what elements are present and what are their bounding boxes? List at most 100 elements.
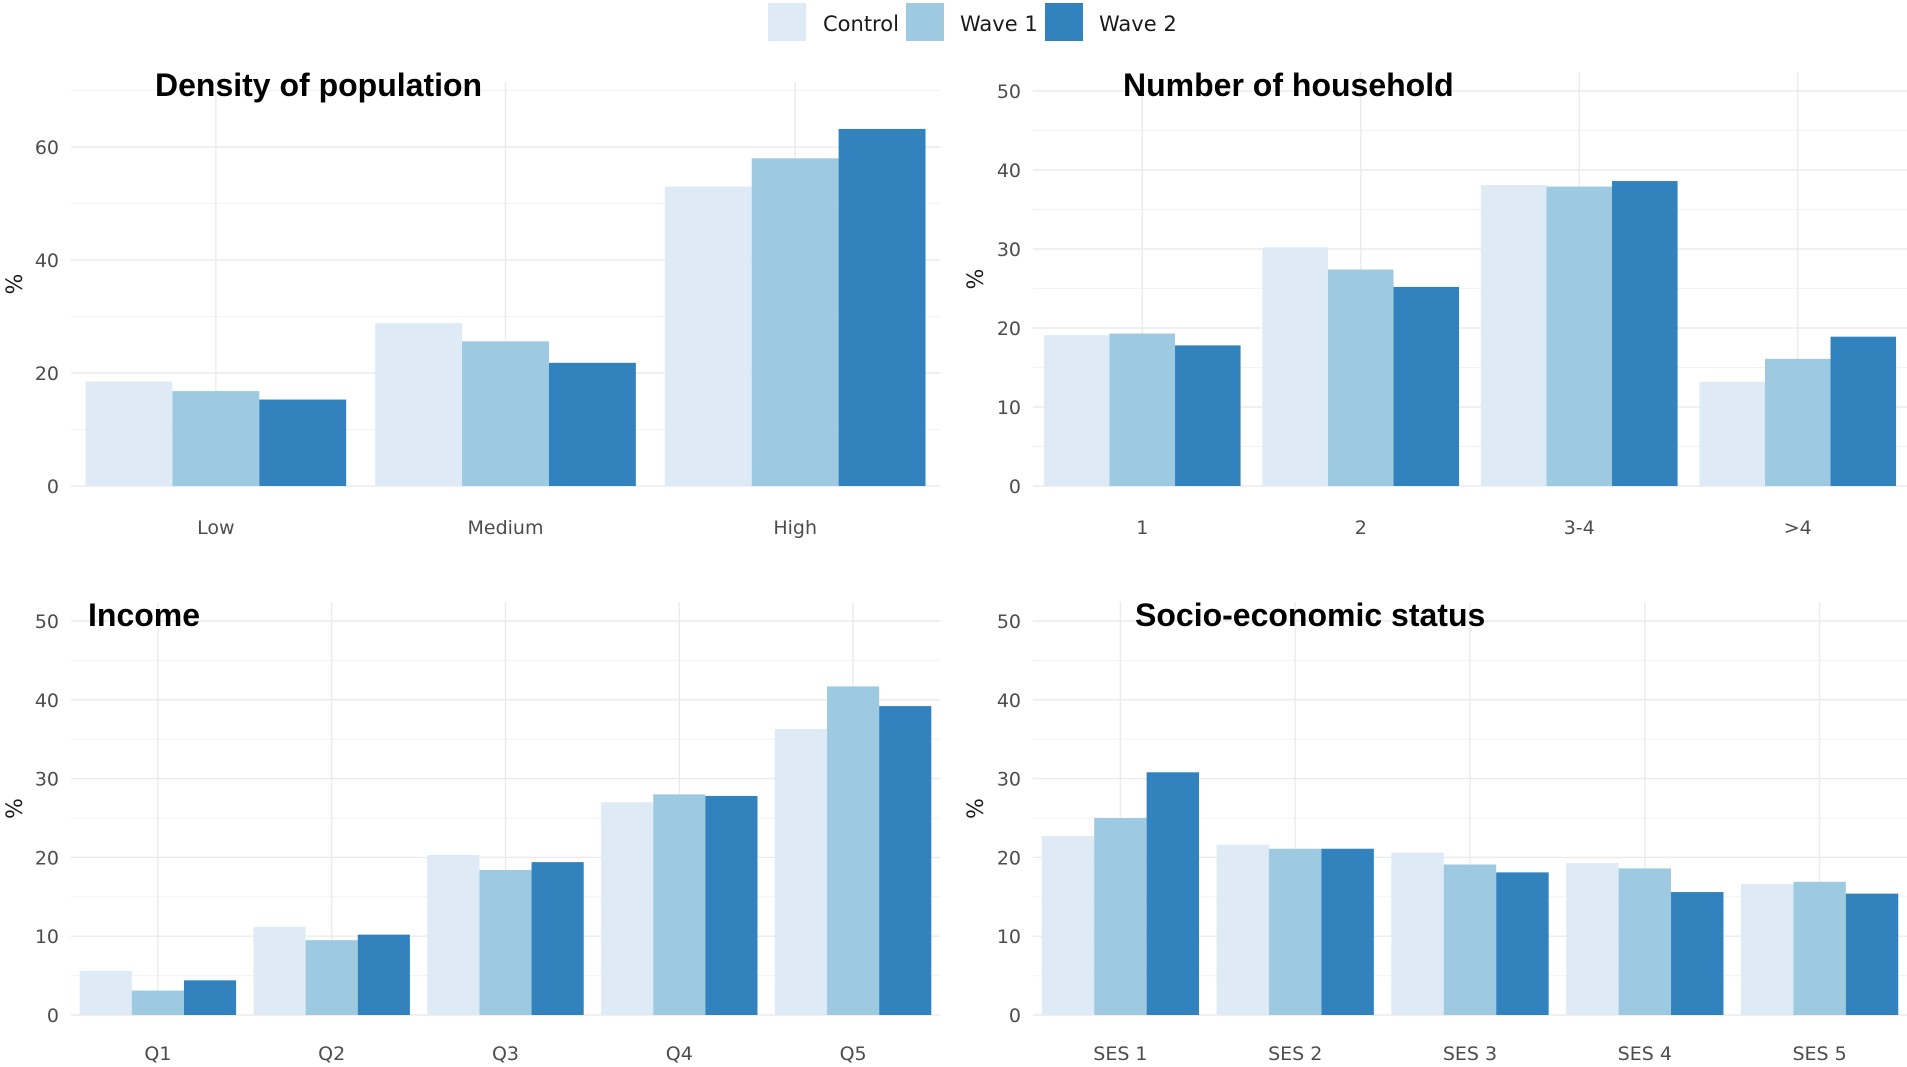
bar-q5-wave-1 — [827, 686, 880, 1015]
density-of-population-chart: 0 20 40 60 Low Medium High% Density of populati… — [0, 52, 953, 558]
bar-2-wave-2 — [1393, 286, 1460, 486]
y-axis-label: % — [964, 798, 989, 819]
bar-q4-control — [601, 802, 654, 1015]
bar-medium-wave-2 — [548, 362, 636, 486]
bar-ses-4-wave-2 — [1671, 892, 1724, 1015]
bar-low-control — [85, 381, 173, 486]
x-tick-label: Q2 — [318, 1043, 345, 1065]
bar-3-4-wave-2 — [1612, 181, 1678, 486]
bar-q5-wave-2 — [879, 706, 932, 1015]
bar-q2-control — [253, 926, 306, 1015]
bar-high-wave-2 — [838, 128, 926, 487]
bar-1-control — [1043, 335, 1110, 486]
bar-ses-3-control — [1391, 852, 1444, 1015]
y-tick-label: 0 — [47, 1005, 59, 1027]
bar-ses-3-wave-2 — [1496, 872, 1549, 1015]
legend-swatch-wave-1 — [906, 3, 944, 41]
x-tick-label: Medium — [468, 517, 544, 539]
bar-2-control — [1262, 247, 1328, 486]
legend-label-wave-2: Wave 2 — [1099, 12, 1177, 36]
y-tick-label: 50 — [997, 81, 1021, 103]
x-tick-label: Q3 — [492, 1043, 519, 1065]
x-tick-label: High — [773, 517, 817, 539]
bar-high-wave-1 — [751, 158, 839, 487]
y-tick-label: 20 — [35, 363, 59, 385]
bar-q3-wave-2 — [531, 862, 584, 1015]
x-tick-label: SES 3 — [1443, 1043, 1497, 1065]
y-tick-label: 20 — [35, 847, 59, 869]
y-tick-label: 10 — [35, 926, 59, 948]
bar-ses-5-wave-1 — [1793, 881, 1846, 1015]
bar-2-wave-1 — [1327, 269, 1394, 486]
bar-3-4-wave-1 — [1546, 186, 1613, 486]
chart-title: Socio-economic status — [1135, 597, 1485, 633]
bar-q2-wave-2 — [357, 934, 410, 1015]
y-tick-label: 20 — [997, 847, 1021, 869]
bar-ses-1-control — [1041, 836, 1095, 1015]
y-tick-label: 20 — [997, 318, 1021, 340]
y-axis-label: % — [3, 798, 28, 819]
legend-label-wave-1: Wave 1 — [960, 12, 1038, 36]
y-axis-label: % — [3, 274, 28, 295]
bar-q5-control — [774, 728, 828, 1015]
bar-3-4-control — [1480, 185, 1547, 486]
y-tick-label: 0 — [47, 476, 59, 498]
legend-swatch-wave-2 — [1045, 3, 1083, 41]
x-tick-label: Low — [197, 517, 234, 539]
y-tick-label: 30 — [997, 239, 1021, 261]
y-tick-label: 40 — [35, 250, 59, 272]
income-chart: 0 10 20 30 40 50 Q1 Q2 Q3 Q4 Q5% Income — [0, 580, 953, 1067]
bar-q3-control — [427, 855, 480, 1015]
bar-medium-wave-1 — [462, 341, 549, 486]
chart-legend: Control Wave 1 Wave 2 — [768, 3, 1177, 41]
y-tick-label: 40 — [997, 160, 1021, 182]
x-tick-label: Q4 — [666, 1043, 693, 1065]
y-tick-label: 50 — [35, 611, 59, 633]
y-axis-label: % — [964, 269, 989, 290]
chart-title: Number of household — [1123, 67, 1454, 103]
bar-gt4-wave-1 — [1764, 358, 1831, 486]
x-tick-label: SES 1 — [1093, 1043, 1147, 1065]
bar-ses-3-wave-1 — [1443, 864, 1497, 1015]
chart-title: Income — [88, 597, 200, 633]
y-tick-label: 50 — [997, 611, 1021, 633]
chart-title: Density of population — [155, 67, 482, 103]
bar-ses-2-wave-1 — [1268, 848, 1322, 1015]
y-tick-label: 60 — [35, 137, 59, 159]
y-tick-label: 10 — [997, 926, 1021, 948]
bar-low-wave-2 — [259, 399, 347, 486]
bar-low-wave-1 — [172, 391, 260, 486]
legend-label-control: Control — [823, 12, 899, 36]
bar-medium-control — [375, 323, 463, 486]
bar-ses-1-wave-2 — [1146, 772, 1200, 1015]
bar-q1-control — [79, 970, 132, 1015]
x-tick-label: Q1 — [144, 1043, 171, 1065]
x-tick-label: 3-4 — [1564, 517, 1595, 539]
y-tick-label: 30 — [35, 769, 59, 791]
bar-q3-wave-1 — [479, 870, 532, 1015]
y-tick-label: 30 — [997, 769, 1021, 791]
bar-ses-5-wave-2 — [1845, 893, 1899, 1015]
x-tick-label: Q5 — [840, 1043, 867, 1065]
x-tick-label: >4 — [1784, 517, 1812, 539]
x-tick-label: 1 — [1136, 517, 1148, 539]
bar-q4-wave-1 — [653, 794, 706, 1015]
bar-ses-1-wave-1 — [1094, 818, 1147, 1015]
x-tick-label: SES 5 — [1792, 1043, 1846, 1065]
y-tick-label: 0 — [1009, 476, 1021, 498]
bar-ses-2-control — [1216, 844, 1269, 1015]
bar-gt4-wave-2 — [1830, 336, 1897, 486]
x-tick-label: SES 2 — [1268, 1043, 1322, 1065]
bar-q1-wave-2 — [183, 980, 237, 1015]
bar-gt4-control — [1699, 381, 1765, 486]
bar-1-wave-1 — [1109, 333, 1176, 486]
x-tick-label: 2 — [1355, 517, 1367, 539]
y-tick-label: 10 — [997, 397, 1021, 419]
bar-ses-4-wave-1 — [1618, 868, 1672, 1015]
bar-q4-wave-2 — [705, 795, 758, 1015]
number-of-household-chart: 0 10 20 30 40 50 1 2 3-4 >4% Number of household — [953, 52, 1907, 558]
bar-high-control — [664, 186, 752, 487]
socio-economic-status-chart: 0 10 20 30 40 50 SES 1 SES 2 SES 3 SES 4 SES 5% Soc… — [953, 580, 1907, 1067]
y-tick-label: 0 — [1009, 1005, 1021, 1027]
y-tick-label: 40 — [35, 690, 59, 712]
